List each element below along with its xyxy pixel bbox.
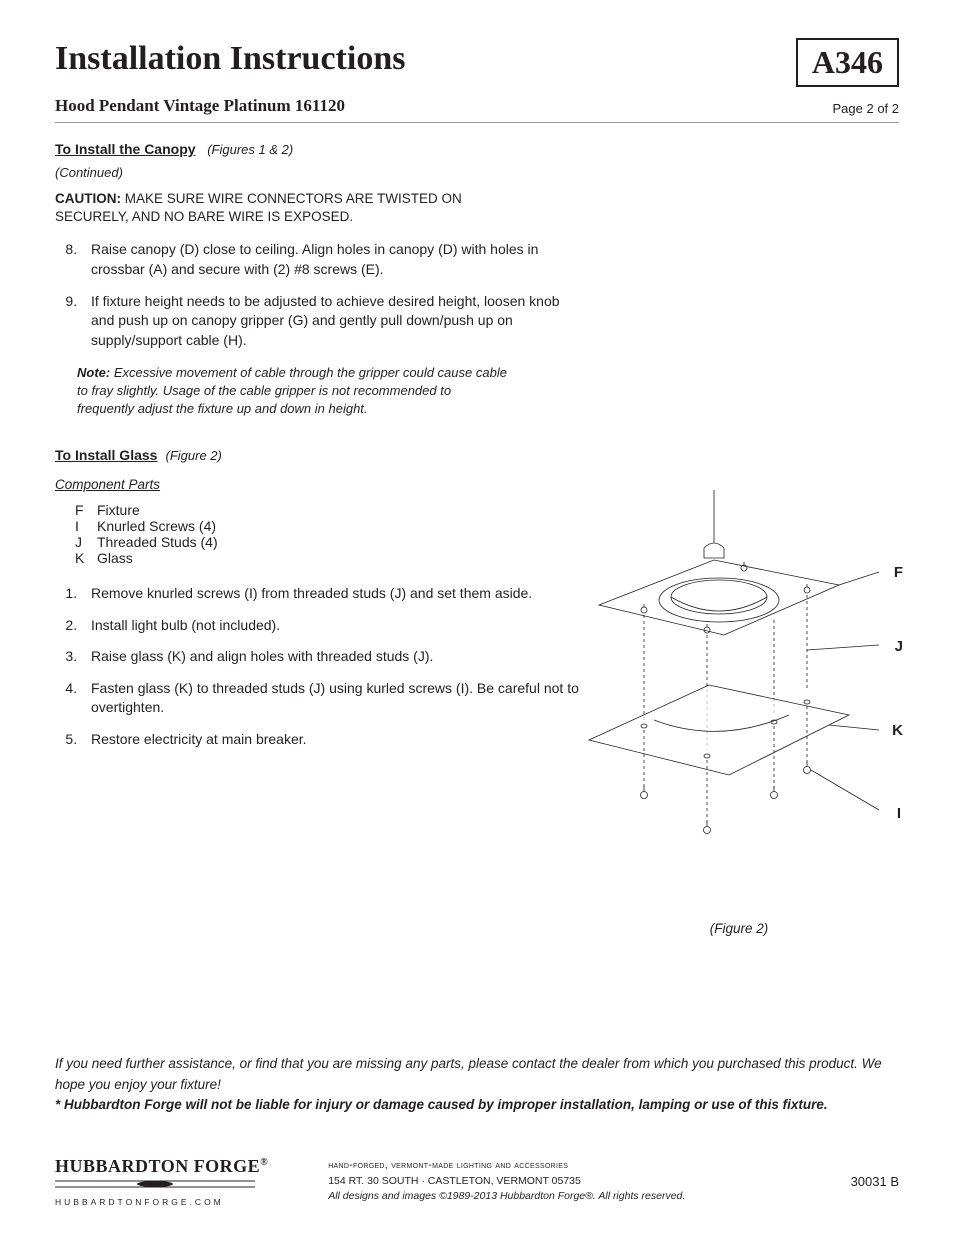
figure-label-k: K xyxy=(892,722,903,739)
section-heading-glass: To Install Glass xyxy=(55,447,157,463)
note-block: Note: Excessive movement of cable throug… xyxy=(77,364,507,417)
figure-2-svg xyxy=(579,490,899,890)
step-3: Raise glass (K) and align holes with thr… xyxy=(81,647,581,667)
figure-label-j: J xyxy=(895,638,903,655)
figure-caption: (Figure 2) xyxy=(579,921,899,936)
doc-title: Installation Instructions xyxy=(55,40,899,78)
figure-ref-1: (Figures 1 & 2) xyxy=(200,142,293,157)
step-5: Restore electricity at main breaker. xyxy=(81,730,581,750)
figure-2: F J K I (Figure 2) xyxy=(579,490,899,936)
step-8: Raise canopy (D) close to ceiling. Align… xyxy=(81,240,581,279)
figure-label-i: I xyxy=(897,805,901,822)
figure-label-f: F xyxy=(894,564,903,581)
step-9: If fixture height needs to be adjusted t… xyxy=(81,292,581,351)
subtitle: Hood Pendant Vintage Platinum 161120 xyxy=(55,96,345,116)
section-heading-canopy: To Install the Canopy xyxy=(55,141,196,157)
brand-logo: HUBBARDTON FORGE® HUBBARDTONFORGE.COM xyxy=(55,1156,268,1207)
page-number: Page 2 of 2 xyxy=(833,101,900,116)
footer-info: hand-forged, vermont-made lighting and a… xyxy=(328,1158,685,1205)
doc-number: 30031 B xyxy=(851,1174,899,1189)
caution-text: CAUTION: MAKE SURE WIRE CONNECTORS ARE T… xyxy=(55,190,535,226)
figure-ref-2: (Figure 2) xyxy=(162,448,222,463)
step-4: Fasten glass (K) to threaded studs (J) u… xyxy=(81,679,581,718)
step-1: Remove knurled screws (I) from threaded … xyxy=(81,584,581,604)
step-2: Install light bulb (not included). xyxy=(81,616,581,636)
doc-code-box: A346 xyxy=(796,38,899,87)
footer: HUBBARDTON FORGE® HUBBARDTONFORGE.COM ha… xyxy=(55,1156,899,1207)
disclaimer: If you need further assistance, or find … xyxy=(55,1054,899,1115)
steps-canopy: Raise canopy (D) close to ceiling. Align… xyxy=(55,240,581,350)
continued-label: (Continued) xyxy=(55,165,899,180)
steps-glass: Remove knurled screws (I) from threaded … xyxy=(55,584,581,750)
